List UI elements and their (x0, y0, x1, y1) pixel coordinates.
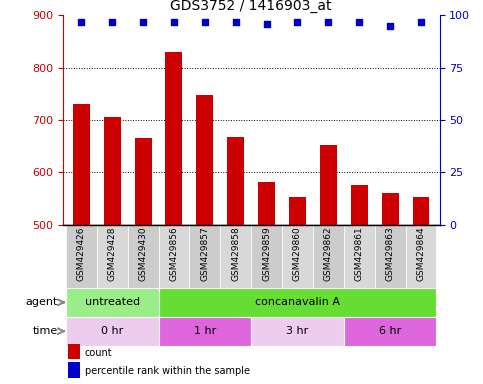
Bar (104, 118, 121, 225)
Bar (412, 197, 429, 225)
Text: GSM429860: GSM429860 (293, 227, 302, 281)
Text: 3 hr: 3 hr (286, 326, 309, 336)
Bar (251, 317, 344, 346)
Bar (220, 225, 251, 288)
Point (108, 18, 116, 25)
Bar (282, 225, 313, 288)
Bar (66, 288, 158, 317)
Point (201, 18, 209, 25)
Bar (158, 288, 437, 317)
Title: GDS3752 / 1416903_at: GDS3752 / 1416903_at (170, 0, 332, 13)
Bar (406, 225, 437, 288)
Bar (97, 225, 128, 288)
Bar (66, 225, 97, 288)
Text: GSM429857: GSM429857 (200, 227, 209, 281)
Point (232, 18, 240, 25)
Point (139, 18, 147, 25)
Bar (313, 225, 344, 288)
Bar (289, 197, 306, 225)
Point (417, 18, 425, 25)
Bar (73, 104, 90, 225)
Text: 6 hr: 6 hr (379, 326, 401, 336)
Bar (344, 317, 437, 346)
Bar (227, 137, 244, 225)
Point (325, 18, 332, 25)
Text: GSM429858: GSM429858 (231, 227, 240, 281)
Point (294, 18, 301, 25)
Bar (382, 193, 398, 225)
Text: 0 hr: 0 hr (101, 326, 123, 336)
Text: GSM429856: GSM429856 (170, 227, 178, 281)
Bar (66, 317, 158, 346)
Bar (189, 225, 220, 288)
Text: time: time (33, 326, 58, 336)
Text: GSM429430: GSM429430 (139, 227, 148, 281)
Text: agent: agent (26, 297, 58, 308)
Text: GSM429428: GSM429428 (108, 227, 117, 281)
Point (77, 18, 85, 25)
Bar (128, 225, 158, 288)
Text: GSM429861: GSM429861 (355, 227, 364, 281)
Text: GSM429859: GSM429859 (262, 227, 271, 281)
Text: GSM429863: GSM429863 (385, 227, 395, 281)
Bar (344, 225, 375, 288)
Bar (166, 52, 183, 225)
Text: untreated: untreated (85, 297, 140, 308)
Bar (158, 225, 189, 288)
Point (263, 21, 270, 27)
Text: GSM429426: GSM429426 (77, 227, 86, 281)
Text: count: count (85, 348, 112, 358)
Point (386, 23, 394, 29)
Bar (375, 225, 406, 288)
Bar (258, 182, 275, 225)
Point (170, 18, 178, 25)
Point (355, 18, 363, 25)
Bar (158, 317, 251, 346)
Text: GSM429864: GSM429864 (416, 227, 426, 281)
Text: concanavalin A: concanavalin A (255, 297, 340, 308)
Text: 1 hr: 1 hr (194, 326, 216, 336)
Bar (351, 185, 368, 225)
Bar (135, 138, 152, 225)
Text: percentile rank within the sample: percentile rank within the sample (85, 366, 250, 376)
Bar (320, 145, 337, 225)
Bar (251, 225, 282, 288)
Bar (197, 95, 213, 225)
Text: GSM429862: GSM429862 (324, 227, 333, 281)
